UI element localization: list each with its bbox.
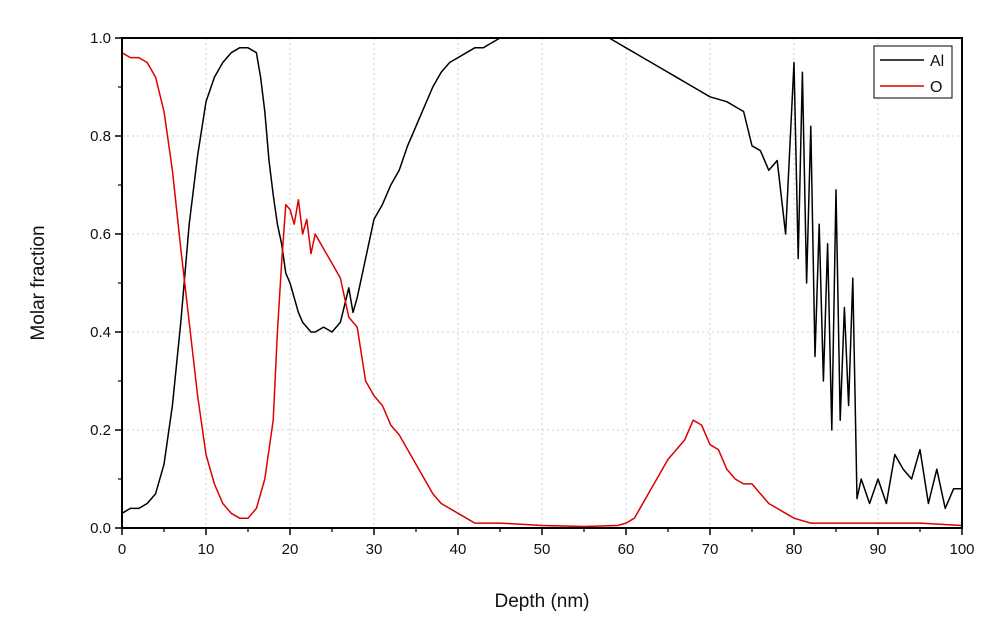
x-tick-label: 40 xyxy=(450,541,467,558)
x-tick-label: 80 xyxy=(786,541,803,558)
x-tick-label: 20 xyxy=(282,541,299,558)
x-tick-label: 100 xyxy=(949,541,974,558)
x-tick-label: 50 xyxy=(534,541,551,558)
x-tick-label: 90 xyxy=(870,541,887,558)
x-tick-label: 30 xyxy=(366,541,383,558)
x-tick-label: 70 xyxy=(702,541,719,558)
axis-ticks xyxy=(115,37,963,535)
y-tick-label: 1.0 xyxy=(90,30,111,47)
y-tick-label: 0.2 xyxy=(90,422,111,439)
series-line-o xyxy=(121,52,963,528)
x-axis-title: Depth (nm) xyxy=(494,591,589,612)
legend-box xyxy=(873,45,953,99)
series-line-al xyxy=(121,37,962,514)
x-tick-label: 60 xyxy=(618,541,635,558)
grid-lines xyxy=(122,38,962,528)
y-tick-label: 0.4 xyxy=(90,324,111,341)
y-tick-label: 0.0 xyxy=(90,520,111,537)
y-tick-label: 0.6 xyxy=(90,226,111,243)
legend: Al O xyxy=(873,45,953,99)
y-axis-tick-labels: 0.0 0.2 0.4 0.6 0.8 1.0 xyxy=(90,30,111,537)
legend-label-al: Al xyxy=(930,53,944,70)
x-tick-label: 10 xyxy=(198,541,215,558)
y-tick-label: 0.8 xyxy=(90,128,111,145)
x-tick-label: 0 xyxy=(118,541,126,558)
y-axis-title: Molar fraction xyxy=(28,225,49,340)
series-layer xyxy=(121,37,963,528)
legend-label-o: O xyxy=(930,79,942,96)
x-axis-tick-labels: 0 10 20 30 40 50 60 70 80 90 100 xyxy=(118,541,975,558)
